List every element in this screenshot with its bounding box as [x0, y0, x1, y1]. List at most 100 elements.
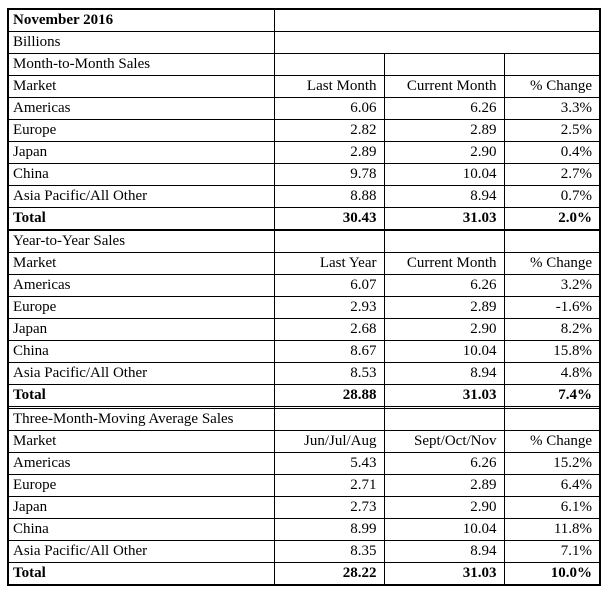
spacer-row — [7, 228, 601, 232]
market-cell: Japan — [7, 495, 275, 519]
prev-value-cell: 8.35 — [273, 539, 385, 563]
table-row: Europe 2.93 2.89 -1.6% — [7, 296, 601, 320]
table-row: Asia Pacific/All Other 8.88 8.94 0.7% — [7, 185, 601, 209]
change-cell: 15.8% — [503, 340, 601, 364]
table-row: Asia Pacific/All Other 8.35 8.94 7.1% — [7, 539, 601, 563]
change-cell: 7.1% — [503, 539, 601, 563]
empty-cell — [383, 230, 505, 254]
section-title-row: Year-to-Year Sales — [7, 230, 601, 254]
current-value-cell: 8.94 — [383, 362, 505, 386]
table-row: Europe 2.82 2.89 2.5% — [7, 119, 601, 143]
total-change-cell: 10.0% — [503, 561, 601, 586]
empty-cell — [273, 31, 601, 55]
table-row: Americas 5.43 6.26 15.2% — [7, 451, 601, 475]
change-cell: 3.3% — [503, 97, 601, 121]
units-label: Billions — [7, 31, 275, 55]
header-market: Market — [7, 75, 275, 99]
table-row: China 8.99 10.04 11.8% — [7, 517, 601, 541]
prev-value-cell: 2.89 — [273, 141, 385, 165]
total-prev-cell: 28.22 — [273, 561, 385, 586]
title-row: November 2016 — [7, 8, 601, 33]
total-label: Total — [7, 561, 275, 586]
current-value-cell: 6.26 — [383, 97, 505, 121]
empty-cell — [273, 53, 385, 77]
market-cell: China — [7, 517, 275, 541]
market-cell: China — [7, 163, 275, 187]
change-cell: 6.4% — [503, 473, 601, 497]
market-cell: Europe — [7, 296, 275, 320]
prev-value-cell: 6.07 — [273, 274, 385, 298]
prev-value-cell: 2.93 — [273, 296, 385, 320]
header-row: Market Jun/Jul/Aug Sept/Oct/Nov % Change — [7, 429, 601, 453]
market-cell: Americas — [7, 451, 275, 475]
section-title: Three-Month-Moving Average Sales — [7, 407, 275, 431]
change-cell: 4.8% — [503, 362, 601, 386]
header-market: Market — [7, 252, 275, 276]
current-value-cell: 6.26 — [383, 451, 505, 475]
prev-value-cell: 2.73 — [273, 495, 385, 519]
market-cell: China — [7, 340, 275, 364]
change-cell: -1.6% — [503, 296, 601, 320]
market-cell: Asia Pacific/All Other — [7, 185, 275, 209]
current-value-cell: 2.89 — [383, 119, 505, 143]
section-title-row: Month-to-Month Sales — [7, 53, 601, 77]
header-change: % Change — [503, 429, 601, 453]
prev-value-cell: 8.53 — [273, 362, 385, 386]
change-cell: 8.2% — [503, 318, 601, 342]
total-label: Total — [7, 384, 275, 408]
header-current-period: Current Month — [383, 75, 505, 99]
total-label: Total — [7, 207, 275, 231]
header-row: Market Last Year Current Month % Change — [7, 252, 601, 276]
units-row: Billions — [7, 31, 601, 55]
current-value-cell: 6.26 — [383, 274, 505, 298]
prev-value-cell: 8.67 — [273, 340, 385, 364]
section-title: Year-to-Year Sales — [7, 230, 275, 254]
empty-cell — [503, 406, 601, 409]
header-prev-period: Last Year — [273, 252, 385, 276]
empty-cell — [273, 8, 601, 33]
current-value-cell: 8.94 — [383, 185, 505, 209]
empty-cell — [503, 228, 601, 232]
prev-value-cell: 5.43 — [273, 451, 385, 475]
total-row: Total 28.88 31.03 7.4% — [7, 384, 601, 408]
prev-value-cell: 2.68 — [273, 318, 385, 342]
header-prev-period: Jun/Jul/Aug — [273, 429, 385, 453]
table-row: Japan 2.68 2.90 8.2% — [7, 318, 601, 342]
empty-cell — [503, 407, 601, 431]
header-row: Market Last Month Current Month % Change — [7, 75, 601, 99]
empty-cell — [273, 407, 385, 431]
current-value-cell: 2.89 — [383, 296, 505, 320]
prev-value-cell: 9.78 — [273, 163, 385, 187]
header-market: Market — [7, 429, 275, 453]
table-row: Europe 2.71 2.89 6.4% — [7, 473, 601, 497]
prev-value-cell: 8.88 — [273, 185, 385, 209]
table-row: China 9.78 10.04 2.7% — [7, 163, 601, 187]
current-value-cell: 8.94 — [383, 539, 505, 563]
header-current-period: Sept/Oct/Nov — [383, 429, 505, 453]
prev-value-cell: 8.99 — [273, 517, 385, 541]
market-cell: Japan — [7, 141, 275, 165]
current-value-cell: 10.04 — [383, 517, 505, 541]
header-current-period: Current Month — [383, 252, 505, 276]
current-value-cell: 2.90 — [383, 318, 505, 342]
empty-cell — [383, 53, 505, 77]
current-value-cell: 2.89 — [383, 473, 505, 497]
table-row: China 8.67 10.04 15.8% — [7, 340, 601, 364]
change-cell: 2.5% — [503, 119, 601, 143]
section-title: Month-to-Month Sales — [7, 53, 275, 77]
market-cell: Asia Pacific/All Other — [7, 362, 275, 386]
sales-table: November 2016 Billions Month-to-Month Sa… — [7, 8, 602, 586]
change-cell: 0.4% — [503, 141, 601, 165]
empty-cell — [273, 230, 385, 254]
table-row: Americas 6.06 6.26 3.3% — [7, 97, 601, 121]
total-current-cell: 31.03 — [383, 207, 505, 231]
change-cell: 6.1% — [503, 495, 601, 519]
header-prev-period: Last Month — [273, 75, 385, 99]
prev-value-cell: 2.82 — [273, 119, 385, 143]
prev-value-cell: 2.71 — [273, 473, 385, 497]
total-current-cell: 31.03 — [383, 561, 505, 586]
total-row: Total 30.43 31.03 2.0% — [7, 207, 601, 231]
change-cell: 11.8% — [503, 517, 601, 541]
report-title: November 2016 — [7, 8, 275, 33]
